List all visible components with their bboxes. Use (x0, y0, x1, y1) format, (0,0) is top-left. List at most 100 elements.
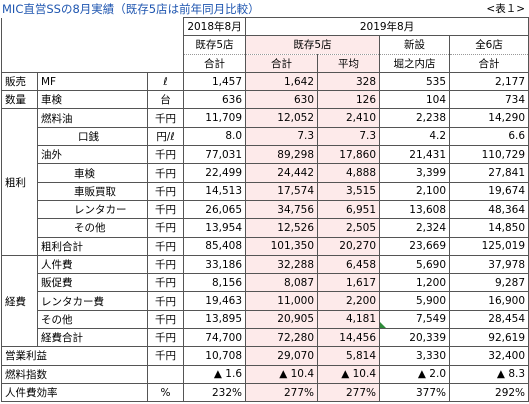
row-label: 営業利益 (1, 346, 148, 366)
value: 23,669 (379, 236, 451, 256)
value: 2,505 (317, 218, 381, 238)
value: 20,339 (379, 328, 451, 348)
value: 74,700 (183, 328, 247, 348)
group-header: 全6店 (449, 35, 529, 55)
results-table: 2018年8月 2019年8月 既存5店 既存5店 新設 全6店 合計 合計 平均 堀之内店 合計販… (0, 16, 529, 403)
group-header: 既存5店 (245, 35, 381, 55)
value: ▲ 2.0 (379, 364, 451, 384)
value: 32,400 (449, 346, 529, 366)
value: 22,499 (183, 163, 247, 183)
row-label: 口銭 (37, 126, 148, 147)
row-label: 経費合計 (37, 328, 148, 348)
value: 8.0 (183, 126, 247, 147)
row-label: その他 (37, 309, 148, 330)
unit: 千円 (146, 346, 185, 366)
unit: 千円 (146, 236, 185, 256)
value: 6,951 (317, 199, 381, 220)
year-header: 2019年8月 (245, 16, 529, 37)
table-row: その他 千円 13,954 12,526 2,505 2,324 14,850 (2, 218, 529, 238)
value: 3,515 (317, 181, 381, 201)
value: 5,900 (379, 291, 451, 311)
table-row: 経費 人件費 千円 33,186 32,288 6,458 5,690 37,978 (1, 254, 529, 347)
row-label: その他 (37, 218, 148, 238)
column-header: 合計 (449, 53, 529, 73)
unit: 千円 (146, 218, 185, 238)
table-row: 販促費 千円 8,156 8,087 1,617 1,200 9,287 (2, 273, 529, 293)
value: 1,457 (183, 71, 247, 92)
unit: 千円 (146, 163, 185, 183)
row-group: 経費 (1, 254, 38, 347)
value: ▲ 10.4 (317, 364, 381, 384)
table-row: 車検 千円 22,499 24,442 4,888 3,399 27,841 (2, 163, 529, 183)
value: 12,052 (245, 108, 319, 128)
value: 2,238 (379, 108, 451, 128)
value: 6.6 (449, 126, 529, 147)
value: 20,270 (317, 236, 381, 256)
value: 27,841 (449, 163, 529, 183)
value: 2,410 (317, 108, 381, 128)
row-label: 粗利合計 (37, 236, 148, 256)
value: 14,850 (449, 218, 529, 238)
unit: 千円 (146, 145, 185, 165)
row-group: 販売 (1, 71, 38, 91)
column-header: 堀之内店 (379, 53, 451, 73)
value: 277% (245, 382, 319, 403)
unit: 千円 (146, 199, 185, 220)
value: 14,290 (449, 108, 529, 128)
row-label: 車検 (37, 163, 148, 183)
row-label: レンタカー (37, 199, 148, 220)
value: 9,287 (449, 273, 529, 293)
year-header: 2018年8月 (183, 16, 247, 37)
value: 1,617 (317, 273, 381, 293)
value: 21,431 (379, 145, 451, 165)
value: 19,674 (449, 181, 529, 201)
unit: 円/ℓ (146, 126, 185, 147)
value: 13,954 (183, 218, 247, 238)
value: 110,729 (449, 145, 529, 165)
unit: ℓ (146, 71, 185, 92)
value: 8,087 (245, 273, 319, 293)
value: 92,619 (449, 328, 529, 348)
group-header: 新設 (379, 35, 451, 55)
value: 4,181 (317, 309, 381, 330)
value: 33,186 (183, 254, 247, 275)
table-row: 2018年8月 2019年8月 (0, 16, 529, 73)
value: 734 (449, 90, 529, 110)
value: 6,458 (317, 254, 381, 275)
table-row: 合計 合計 平均 堀之内店 合計 (2, 53, 529, 73)
table-row: 人件費効率% 232% 277% 277% 377% 292% (1, 382, 529, 403)
table-row: 既存5店 既存5店 新設 全6店 (2, 35, 529, 55)
row-group: 数量 (1, 90, 38, 109)
value: 630 (245, 90, 319, 110)
value: 4.2 (379, 126, 451, 147)
value: 377% (379, 382, 451, 403)
value: 328 (317, 71, 381, 92)
row-label: 人件費 (37, 254, 148, 275)
value: 12,526 (245, 218, 319, 238)
unit: 千円 (146, 181, 185, 201)
value: 7.3 (317, 126, 381, 147)
row-label: 燃料油 (37, 108, 148, 128)
value: 48,364 (449, 199, 529, 220)
unit: 千円 (146, 309, 185, 330)
header: MIC直営SSの8月実績（既存5店は前年同月比較） <表１> (0, 0, 529, 17)
row-label: 人件費効率 (1, 382, 148, 403)
value: 16,900 (449, 291, 529, 311)
unit: 千円 (146, 108, 185, 128)
value: 5,814 (317, 346, 381, 366)
row-label: 販促費 (37, 273, 148, 293)
unit (146, 364, 185, 384)
value: 3,330 (379, 346, 451, 366)
value: 26,065 (183, 199, 247, 220)
value: 232% (183, 382, 247, 403)
row-label: 燃料指数 (1, 364, 148, 384)
row-label: 車販買取 (37, 181, 148, 201)
value: 89,298 (245, 145, 319, 165)
row-label: MF (37, 71, 148, 92)
value: 10,708 (183, 346, 247, 366)
value: 29,070 (245, 346, 319, 366)
value: 125,019 (449, 236, 529, 256)
value: ▲ 1.6 (183, 364, 247, 384)
row-label: 車検 (37, 90, 148, 110)
